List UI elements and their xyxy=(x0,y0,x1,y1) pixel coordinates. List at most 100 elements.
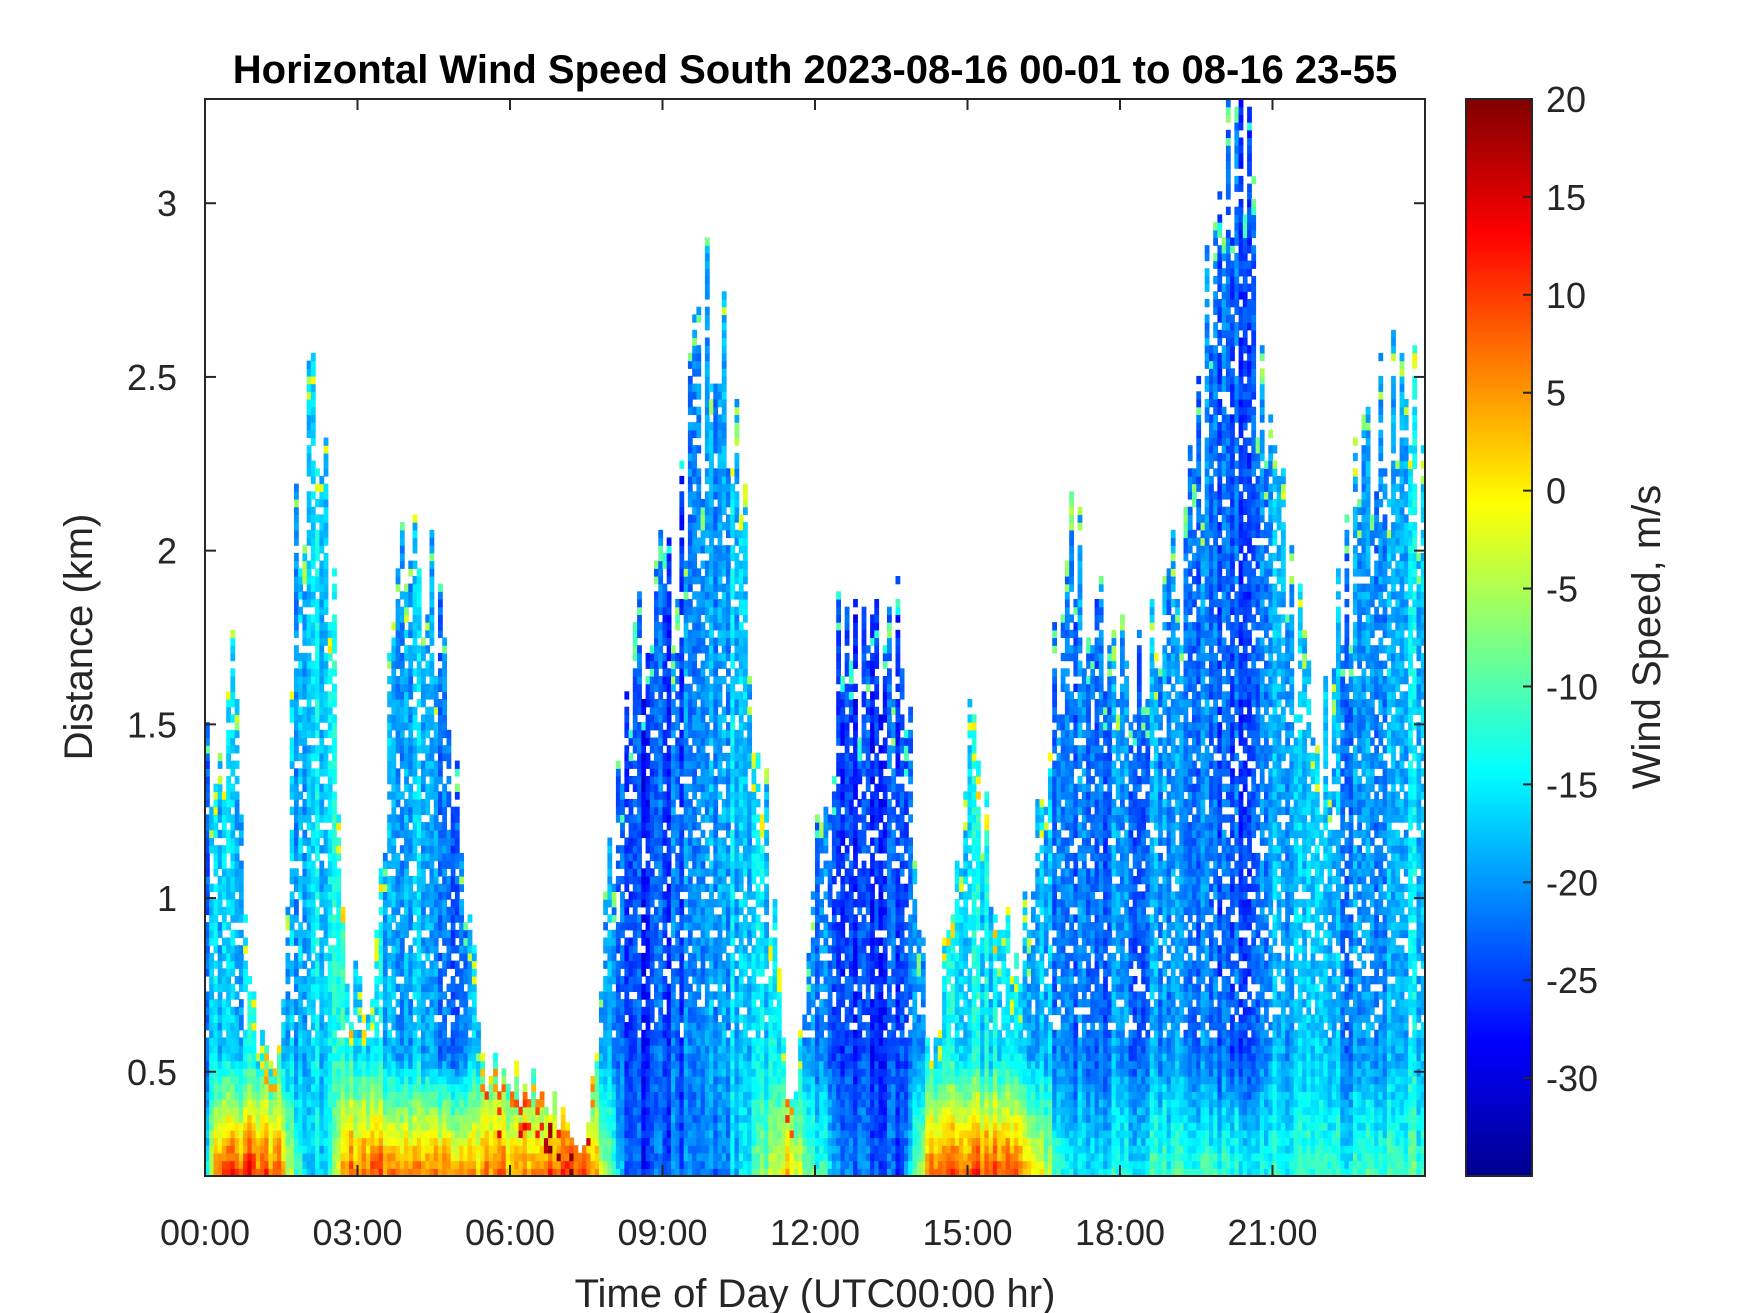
heatmap-cell xyxy=(361,1114,367,1123)
heatmap-cell xyxy=(357,1045,363,1054)
heatmap-cell xyxy=(205,1060,210,1069)
heatmap-cell xyxy=(543,1114,549,1123)
heatmap-cell xyxy=(692,814,697,823)
heatmap-cell xyxy=(671,999,676,1008)
heatmap-cell xyxy=(425,645,431,654)
heatmap-cell xyxy=(704,729,710,739)
heatmap-cell xyxy=(323,1060,329,1069)
heatmap-cell xyxy=(395,822,401,831)
heatmap-cell xyxy=(213,806,219,815)
heatmap-cell xyxy=(433,699,439,708)
heatmap-cell xyxy=(666,937,672,946)
heatmap-cell xyxy=(666,745,672,754)
heatmap-cell xyxy=(446,1045,452,1054)
heatmap-cell xyxy=(408,876,414,885)
heatmap-cell xyxy=(205,860,210,869)
heatmap-cell xyxy=(285,914,291,923)
heatmap-cell xyxy=(302,629,308,639)
heatmap-cell xyxy=(319,475,325,485)
heatmap-cell xyxy=(327,1152,333,1162)
heatmap-cell xyxy=(302,668,308,677)
heatmap-cell xyxy=(607,991,613,1000)
heatmap-cell xyxy=(662,1045,668,1054)
heatmap-cell xyxy=(615,929,621,939)
heatmap-cell xyxy=(467,1122,473,1131)
heatmap-cell xyxy=(611,891,617,900)
heatmap-cell xyxy=(399,1129,405,1139)
heatmap-cell xyxy=(298,1060,303,1069)
heatmap-cell xyxy=(560,1114,566,1123)
heatmap-cell xyxy=(632,1045,638,1054)
heatmap-cell xyxy=(637,652,642,662)
heatmap-cell xyxy=(632,1022,638,1031)
heatmap-cell xyxy=(425,629,431,639)
heatmap-cell xyxy=(370,1129,375,1139)
heatmap-cell xyxy=(471,1168,477,1176)
heatmap-cell xyxy=(382,1152,388,1162)
heatmap-cell xyxy=(234,929,240,939)
heatmap-cell xyxy=(531,1168,536,1176)
heatmap-cell xyxy=(209,1029,214,1039)
heatmap-cell xyxy=(552,1114,558,1123)
heatmap-cell xyxy=(209,922,214,931)
heatmap-cell xyxy=(416,829,422,839)
heatmap-cell xyxy=(700,576,706,585)
heatmap-cell xyxy=(391,1014,397,1023)
heatmap-cell xyxy=(429,614,435,623)
heatmap-cell xyxy=(615,937,621,946)
heatmap-cell xyxy=(399,1076,405,1085)
heatmap-cell xyxy=(302,745,308,754)
heatmap-cell xyxy=(510,1091,515,1100)
heatmap-cell xyxy=(323,499,329,508)
heatmap-cell xyxy=(497,1114,503,1123)
heatmap-cell xyxy=(327,891,333,900)
heatmap-cell xyxy=(666,599,672,608)
heatmap-cell xyxy=(438,906,443,916)
heatmap-cell xyxy=(679,914,685,923)
heatmap-cell xyxy=(679,976,685,985)
heatmap-cell xyxy=(327,629,333,639)
heatmap-cell xyxy=(399,691,405,700)
heatmap-cell xyxy=(323,652,329,662)
heatmap-cell xyxy=(349,1037,354,1046)
heatmap-cell xyxy=(234,814,240,823)
heatmap-cell xyxy=(704,583,710,592)
heatmap-cell xyxy=(624,868,630,877)
heatmap-cell xyxy=(391,1037,397,1046)
heatmap-cell xyxy=(205,1022,210,1031)
heatmap-cell xyxy=(395,799,401,808)
heatmap-cell xyxy=(679,1137,685,1146)
heatmap-cell xyxy=(395,583,401,592)
heatmap-cell xyxy=(692,922,697,931)
heatmap-cell xyxy=(315,1052,320,1062)
heatmap-cell xyxy=(611,937,617,946)
heatmap-cell xyxy=(327,1029,333,1039)
heatmap-cell xyxy=(378,1052,384,1062)
heatmap-cell xyxy=(408,1006,414,1016)
heatmap-cell xyxy=(319,968,325,977)
heatmap-cell xyxy=(272,1076,278,1085)
heatmap-cell xyxy=(679,860,685,869)
heatmap-cell xyxy=(607,876,613,885)
heatmap-cell xyxy=(429,852,435,862)
heatmap-cell xyxy=(683,629,689,639)
heatmap-cell xyxy=(340,1145,346,1154)
heatmap-cell xyxy=(679,1114,685,1123)
heatmap-cell xyxy=(628,937,634,946)
heatmap-cell xyxy=(306,691,312,700)
heatmap-cell xyxy=(637,1014,642,1023)
heatmap-cell xyxy=(603,1076,608,1085)
heatmap-cell xyxy=(700,952,706,962)
heatmap-cell xyxy=(205,968,210,977)
heatmap-cell xyxy=(649,929,655,939)
heatmap-cell xyxy=(395,1137,401,1146)
heatmap-cell xyxy=(302,568,308,577)
heatmap-cell xyxy=(620,845,625,854)
heatmap-cell xyxy=(404,999,409,1008)
heatmap-cell xyxy=(221,922,227,931)
heatmap-cell xyxy=(692,537,697,546)
heatmap-cell xyxy=(395,852,401,862)
heatmap-cell xyxy=(683,1099,689,1108)
heatmap-cell xyxy=(687,699,693,708)
heatmap-cell xyxy=(255,1052,261,1062)
